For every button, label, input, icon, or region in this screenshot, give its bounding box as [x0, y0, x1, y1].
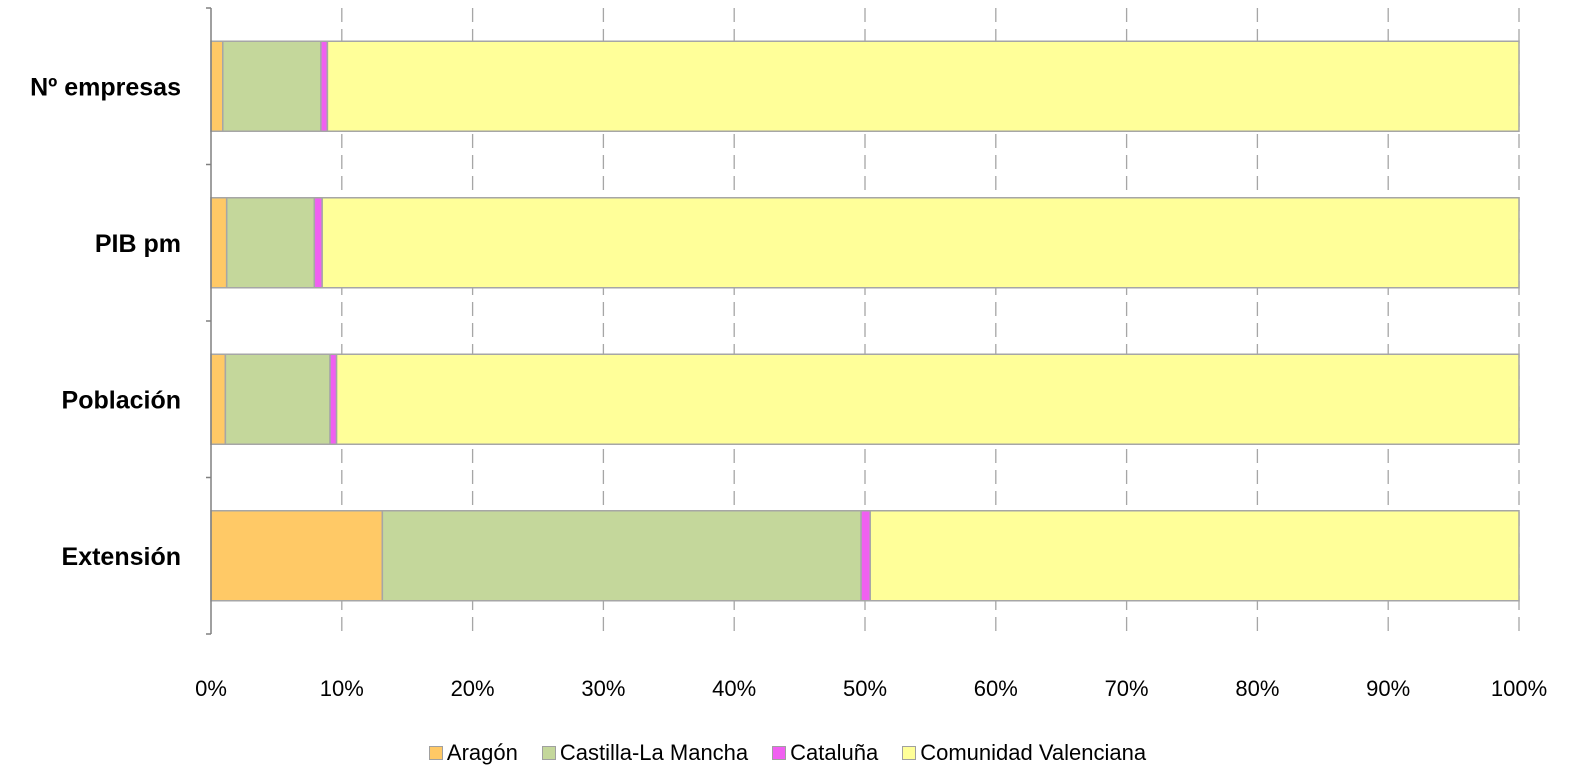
bar-segment	[222, 40, 322, 132]
bar-segment	[224, 353, 331, 445]
bar-segment	[381, 510, 862, 602]
legend-swatch	[902, 746, 917, 760]
bar-segment	[313, 197, 323, 289]
legend-label: Aragón	[446, 740, 518, 765]
bar-segment	[225, 197, 316, 289]
x-tick-label: 60%	[974, 676, 1018, 701]
x-tick-label: 10%	[320, 676, 364, 701]
legend-item: Cataluña	[772, 740, 878, 766]
x-tick-label: 100%	[1491, 676, 1547, 701]
bar-segment	[335, 353, 1520, 445]
legend-swatch	[541, 746, 556, 760]
bar-segment	[210, 197, 228, 289]
legend-label: Cataluña	[790, 740, 879, 765]
legend-swatch	[772, 746, 787, 760]
x-tick-label: 20%	[451, 676, 495, 701]
legend-item: Aragón	[428, 740, 518, 766]
bar-segment	[210, 40, 224, 132]
x-tick-label: 30%	[581, 676, 625, 701]
bar-segment	[329, 353, 338, 445]
legend-label: Comunidad Valenciana	[920, 740, 1147, 765]
legend-label: Castilla-La Mancha	[559, 740, 749, 765]
x-tick-label: 90%	[1366, 676, 1410, 701]
bar-segment	[320, 40, 329, 132]
category-label: Extensión	[62, 543, 181, 571]
category-axis	[206, 7, 212, 635]
bar-segment	[326, 40, 1520, 132]
bar-segment	[869, 510, 1520, 602]
category-label: Nº empresas	[30, 73, 181, 101]
x-tick-label: 80%	[1235, 676, 1279, 701]
bar-segment	[210, 510, 384, 602]
bar-segment	[860, 510, 871, 602]
category-labels: Nº empresas PIB pm Población Extensión	[30, 73, 181, 571]
legend-item: Comunidad Valenciana	[902, 740, 1146, 766]
legend-swatch	[428, 746, 443, 760]
bar-segment	[210, 353, 227, 445]
x-tick-label: 0%	[195, 676, 227, 701]
bar-segment	[321, 197, 1520, 289]
x-tick-label: 50%	[843, 676, 887, 701]
bars	[210, 40, 1520, 602]
category-label: Población	[62, 386, 181, 414]
legend: Aragón Castilla-La Mancha Cataluña Comunida…	[0, 740, 1575, 766]
category-label: PIB pm	[95, 230, 181, 258]
x-tick-labels: 0% 10% 20% 30% 40% 50% 60% 70% 80% 90% 100%	[195, 676, 1547, 701]
x-tick-label: 40%	[712, 676, 756, 701]
legend-item: Castilla-La Mancha	[541, 740, 749, 766]
stacked-bar-chart: Nº empresas PIB pm Población Extensión 0% 10…	[30, 7, 1547, 701]
x-tick-label: 70%	[1105, 676, 1149, 701]
